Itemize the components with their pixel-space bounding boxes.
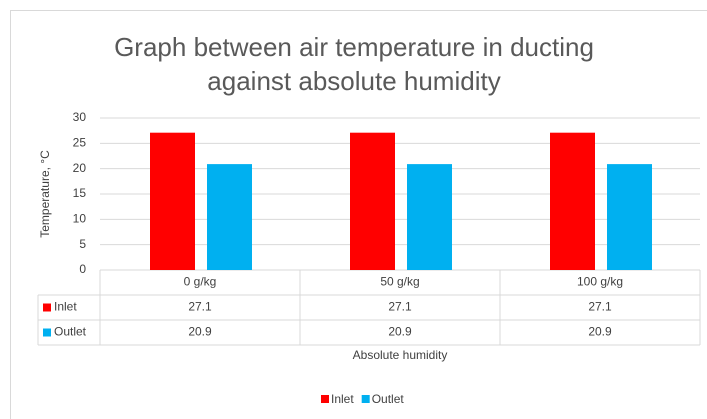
table-row-label: Inlet: [54, 300, 77, 314]
bar: [350, 132, 395, 270]
data-label: 27.1: [588, 300, 612, 314]
x-tick-label: 50 g/kg: [380, 275, 419, 289]
y-tick-label: 25: [73, 136, 87, 150]
y-tick-label: 0: [79, 262, 86, 276]
y-tick-label: 20: [73, 161, 87, 175]
legend-key: [43, 303, 51, 312]
legend-label: Outlet: [372, 392, 405, 406]
chart-title: Graph between air temperature in ducting…: [114, 32, 594, 96]
chart-border: [10, 10, 707, 419]
data-label: 27.1: [388, 300, 412, 314]
legend-key: [321, 395, 329, 403]
legend-key: [43, 328, 51, 337]
bar: [207, 164, 252, 270]
table-row-label: Outlet: [54, 325, 87, 339]
bar: [607, 164, 652, 270]
data-label: 27.1: [188, 300, 212, 314]
y-tick-label: 15: [73, 186, 87, 200]
data-label: 20.9: [188, 325, 212, 339]
y-tick-label: 5: [79, 237, 86, 251]
bar: [407, 164, 452, 270]
data-label: 20.9: [588, 325, 612, 339]
x-tick-label: 100 g/kg: [577, 275, 623, 289]
y-axis-title: Temperature, °C: [38, 150, 52, 238]
bar: [150, 132, 195, 270]
data-label: 20.9: [388, 325, 412, 339]
x-tick-label: 0 g/kg: [184, 275, 217, 289]
legend-key: [361, 395, 370, 403]
bar: [550, 132, 595, 270]
y-tick-label: 30: [73, 110, 87, 124]
y-tick-label: 10: [73, 212, 87, 226]
legend-label: Inlet: [331, 392, 354, 406]
x-axis-title: Absolute humidity: [353, 348, 448, 362]
